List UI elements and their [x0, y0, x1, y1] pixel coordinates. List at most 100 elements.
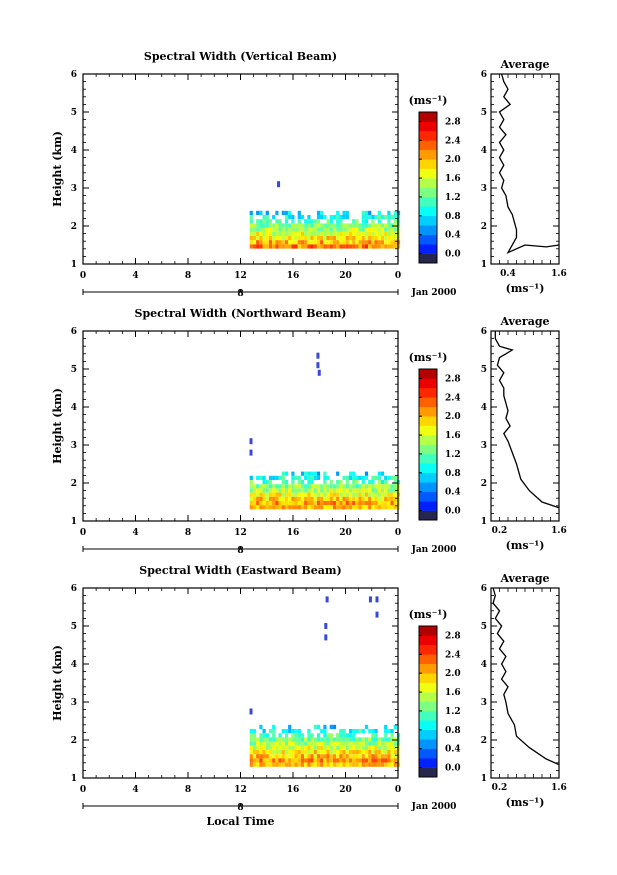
heatmap-cell [374, 750, 378, 755]
heatmap-cell [384, 496, 388, 501]
heatmap-cell [268, 729, 273, 734]
heatmap-cell [323, 729, 327, 734]
heatmap-cell [348, 501, 353, 506]
heatmap-cell [339, 240, 343, 245]
heatmap-cell [361, 745, 365, 750]
heatmap-cell [291, 750, 295, 755]
heatmap-cell [278, 227, 282, 232]
heatmap-cell [393, 484, 397, 489]
heatmap-cell [278, 496, 282, 501]
heatmap-cell [316, 733, 321, 738]
heatmap-cell [310, 219, 314, 224]
heatmap-cell [297, 733, 301, 738]
heatmap-cell [320, 215, 324, 220]
heatmap-cell [393, 480, 397, 485]
heatmap-cell [320, 244, 324, 249]
heatmap-cell [345, 501, 349, 506]
heatmap-cell [288, 762, 292, 767]
heatmap-cell [256, 754, 260, 759]
heatmap-cell [323, 724, 327, 729]
heatmap-cell [329, 724, 333, 729]
colorbar-tick-label: 1.6 [445, 174, 461, 184]
heatmap-cell [307, 754, 311, 759]
heatmap-cell [313, 484, 317, 489]
average-y-tick-label: 5 [481, 622, 487, 632]
heatmap-cell [291, 480, 295, 485]
heatmap-cell [329, 231, 333, 236]
heatmap-cell [336, 505, 340, 510]
heatmap-cell [249, 737, 253, 742]
heatmap-cell [320, 741, 324, 746]
heatmap-cell [284, 219, 289, 224]
heatmap-cell [323, 505, 327, 510]
average-y-tick-label: 3 [481, 698, 487, 708]
heatmap-cell [377, 492, 381, 497]
heatmap-cell [316, 240, 321, 245]
heatmap-cell [358, 505, 362, 510]
heatmap-cell [336, 231, 340, 236]
heatmap-cell [256, 484, 260, 489]
heatmap-cell [326, 492, 330, 497]
heatmap-cell [387, 231, 391, 236]
heatmap-cell [272, 240, 276, 245]
heatmap-cell [249, 475, 253, 480]
heatmap-cell [265, 244, 269, 249]
heatmap-cell [265, 754, 269, 759]
heatmap-cell [355, 236, 359, 241]
heatmap-cell [252, 231, 257, 236]
heatmap-cell [387, 219, 391, 224]
heatmap-cell [352, 480, 356, 485]
heatmap-cell [278, 758, 282, 763]
heatmap-cell [249, 227, 253, 232]
heatmap-cell [281, 729, 285, 734]
heatmap-cell [272, 492, 276, 497]
heatmap-cell [368, 210, 372, 215]
heatmap-cell [281, 762, 285, 767]
heatmap-cell [371, 484, 375, 489]
heatmap-cell [390, 244, 394, 249]
heatmap-cell [310, 754, 314, 759]
heatmap-cell [384, 488, 388, 493]
heatmap-cell [252, 750, 257, 755]
heatmap-cell [294, 758, 298, 763]
heatmap-cell [326, 737, 330, 742]
heatmap-cell [336, 210, 340, 215]
heatmap-cell [368, 244, 372, 249]
heatmap-cell [342, 231, 346, 236]
heatmap-cell [329, 492, 333, 497]
heatmap-cell [355, 475, 359, 480]
heatmap-cell [329, 244, 333, 249]
heatmap-cell [252, 484, 257, 489]
heatmap-cell [313, 471, 317, 476]
heatmap-cell [342, 223, 346, 228]
heatmap-cell [387, 223, 391, 228]
heatmap-cell [252, 240, 257, 245]
heatmap-cell [380, 236, 385, 241]
heatmap-cell [272, 754, 276, 759]
heatmap-cell [284, 750, 289, 755]
heatmap-cell [262, 745, 266, 750]
heatmap-cell [313, 219, 317, 224]
heatmap-cell [339, 758, 343, 763]
heatmap-cell [320, 737, 324, 742]
heatmap-cell [345, 488, 349, 493]
heatmap-cell [307, 492, 311, 497]
colorbar-segment [419, 206, 437, 217]
heatmap-cell [291, 754, 295, 759]
heatmap-cell [262, 492, 266, 497]
heatmap-cell [304, 505, 308, 510]
heatmap-cell [342, 758, 346, 763]
colorbar-segment [419, 748, 437, 759]
heatmap-cell [352, 741, 356, 746]
heatmap-cell [380, 737, 385, 742]
heatmap-cell [265, 758, 269, 763]
heatmap-cell [268, 741, 273, 746]
heatmap-cell [387, 496, 391, 501]
heatmap-cell [252, 737, 257, 742]
heatmap-cell [262, 484, 266, 489]
colorbar-unit: (ms⁻¹) [409, 351, 448, 364]
heatmap-cell [364, 471, 369, 476]
heatmap-cell [393, 501, 397, 506]
heatmap-cell [371, 219, 375, 224]
heatmap-cell [332, 215, 337, 220]
